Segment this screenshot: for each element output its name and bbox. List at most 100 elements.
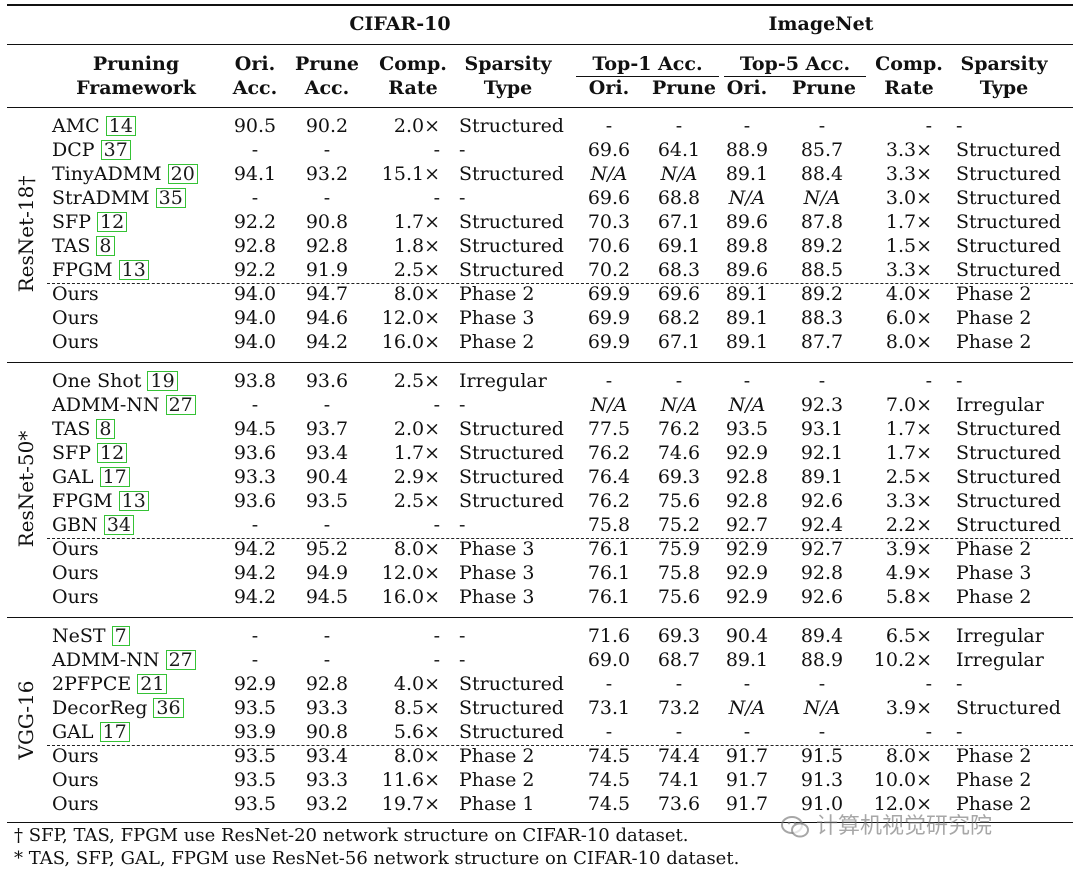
method-label: FPGM xyxy=(52,490,113,512)
cell-c-prune: 92.8 xyxy=(305,673,349,695)
citation-link[interactable]: 13 xyxy=(118,491,149,511)
cell-i5-ori: - xyxy=(743,721,751,743)
cell-i1-ori: 69.9 xyxy=(587,307,631,329)
cell-c-type: Structured xyxy=(459,442,564,464)
cell-c-type: Phase 1 xyxy=(459,793,535,815)
cell-i-type: Phase 2 xyxy=(956,538,1032,560)
method-name: NeST 7 xyxy=(52,624,130,648)
cell-c-ori: - xyxy=(251,187,259,209)
cell-i-type: Structured xyxy=(956,139,1061,161)
cell-i1-ori: 75.8 xyxy=(587,514,631,536)
citation-link[interactable]: 27 xyxy=(165,650,196,670)
cell-i1-prune: 76.2 xyxy=(657,418,701,440)
citation-link[interactable]: 12 xyxy=(97,212,128,232)
cell-c-type: Phase 2 xyxy=(459,745,535,767)
cell-i-type: Structured xyxy=(956,235,1061,257)
cell-c-prune: - xyxy=(323,649,331,671)
citation-link[interactable]: 12 xyxy=(97,443,128,463)
cell-c-type: Structured xyxy=(459,115,564,137)
citation-link[interactable]: 8 xyxy=(96,236,115,256)
method-label: Ours xyxy=(52,331,99,353)
method-label: SFP xyxy=(52,211,91,233)
cell-i-rate: 2.2× xyxy=(885,514,932,536)
cell-i-type: Structured xyxy=(956,418,1061,440)
citation-link[interactable]: 35 xyxy=(155,188,186,208)
cell-i1-prune: N/A xyxy=(660,163,698,185)
cell-i-rate: 12.0× xyxy=(873,793,932,815)
cell-i1-ori: 76.1 xyxy=(587,586,631,608)
method-label: NeST xyxy=(52,625,106,647)
citation-link[interactable]: 8 xyxy=(96,419,115,439)
cell-c-rate: 8.0× xyxy=(393,283,440,305)
method-name: Ours xyxy=(52,585,99,609)
cell-i1-prune: 73.2 xyxy=(657,697,701,719)
cell-i-type: Structured xyxy=(956,466,1061,488)
cell-i-type: Structured xyxy=(956,187,1061,209)
method-name: Ours xyxy=(52,744,99,768)
cell-c-ori: 94.0 xyxy=(233,283,277,305)
header-top5: Top-5 Acc. xyxy=(739,53,851,75)
cell-c-ori: 93.6 xyxy=(233,490,277,512)
cell-c-rate: - xyxy=(433,514,440,536)
cell-c-rate: 4.0× xyxy=(393,673,440,695)
citation-link[interactable]: 20 xyxy=(167,164,198,184)
cell-i-type: Phase 2 xyxy=(956,283,1032,305)
top-rule xyxy=(7,4,1073,6)
model-label: VGG-16 xyxy=(14,680,38,760)
cell-c-prune: 93.5 xyxy=(305,490,349,512)
footnote-dagger: † SFP, TAS, FPGM use ResNet-20 network s… xyxy=(14,825,689,846)
cell-c-ori: 93.9 xyxy=(233,721,277,743)
header-imagenet: ImageNet xyxy=(768,13,874,35)
citation-link[interactable]: 27 xyxy=(165,395,196,415)
cell-i-type: - xyxy=(956,370,963,392)
cell-i-rate: 3.3× xyxy=(885,259,932,281)
citation-link[interactable]: 21 xyxy=(137,674,168,694)
cell-i-rate: 3.3× xyxy=(885,163,932,185)
cell-i-rate: 2.5× xyxy=(885,466,932,488)
cell-i-type: Structured xyxy=(956,259,1061,281)
citation-link[interactable]: 7 xyxy=(111,626,130,646)
cell-c-type: Structured xyxy=(459,673,564,695)
cell-i-rate: 7.0× xyxy=(885,394,932,416)
citation-link[interactable]: 17 xyxy=(99,722,130,742)
cell-i5-ori: 88.9 xyxy=(725,139,769,161)
cell-c-prune: 93.7 xyxy=(305,418,349,440)
citation-link[interactable]: 37 xyxy=(100,140,131,160)
cell-i5-prune: - xyxy=(818,673,826,695)
header-framework: Framework xyxy=(76,77,196,99)
cell-c-rate: 5.6× xyxy=(393,721,440,743)
cell-c-ori: - xyxy=(251,139,259,161)
method-label: FPGM xyxy=(52,259,113,281)
citation-link[interactable]: 36 xyxy=(153,698,184,718)
cell-i-rate: - xyxy=(925,721,932,743)
cell-c-rate: 8.0× xyxy=(393,745,440,767)
cell-c-type: Structured xyxy=(459,163,564,185)
citation-link[interactable]: 13 xyxy=(118,260,149,280)
cell-i-type: Phase 3 xyxy=(956,562,1032,584)
cell-i1-ori: 70.3 xyxy=(587,211,631,233)
cell-i-type: - xyxy=(956,115,963,137)
cell-c-prune: - xyxy=(323,139,331,161)
cell-i1-prune: - xyxy=(675,370,683,392)
cell-i1-ori: 77.5 xyxy=(587,418,631,440)
header-acc-prune: Acc. xyxy=(304,77,350,99)
cell-c-type: Irregular xyxy=(459,370,547,392)
citation-link[interactable]: 17 xyxy=(99,467,130,487)
cell-c-rate: 16.0× xyxy=(381,586,440,608)
cell-c-type: Phase 3 xyxy=(459,586,535,608)
citation-link[interactable]: 19 xyxy=(147,371,178,391)
cell-i1-prune: - xyxy=(675,721,683,743)
header-acc-ori: Acc. xyxy=(232,77,278,99)
cell-i-type: - xyxy=(956,673,963,695)
cell-c-prune: 94.5 xyxy=(305,586,349,608)
citation-link[interactable]: 14 xyxy=(105,116,136,136)
cell-i-rate: 5.8× xyxy=(885,586,932,608)
cell-c-rate: 12.0× xyxy=(381,307,440,329)
method-name: TinyADMM 20 xyxy=(52,162,198,186)
cell-c-prune: 93.4 xyxy=(305,442,349,464)
cell-i1-ori: 71.6 xyxy=(587,625,631,647)
citation-link[interactable]: 34 xyxy=(103,515,134,535)
cell-i1-prune: 74.1 xyxy=(657,769,701,791)
cell-i-type: Structured xyxy=(956,697,1061,719)
header-sparsity2: Sparsity xyxy=(960,53,1048,75)
